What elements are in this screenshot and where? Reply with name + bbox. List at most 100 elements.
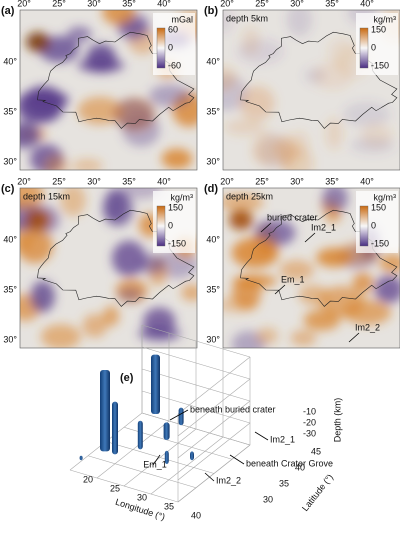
lon-tick-label: 25° (255, 176, 269, 186)
anomaly (148, 84, 192, 108)
lat-tick-label: 35° (3, 284, 17, 294)
latitude-tick-label: 45 (311, 446, 321, 456)
colorbar-tick-label: 150 (371, 24, 386, 34)
anomaly (286, 10, 313, 37)
anomaly (290, 329, 317, 347)
density-body (100, 370, 110, 452)
lat-tick-label: 30° (206, 334, 220, 344)
panel-label: (a) (1, 5, 15, 17)
anomaly (312, 61, 353, 90)
colorbar (359, 27, 369, 69)
annotation-arrow (260, 222, 272, 233)
lon-tick-label: 30° (290, 0, 304, 8)
colorbar-tick-label: 60 (168, 24, 178, 34)
anomaly (120, 188, 162, 199)
box-line (177, 356, 251, 415)
anomaly (77, 96, 123, 125)
anomaly (342, 101, 391, 128)
colorbar-tick-label: -150 (371, 238, 389, 248)
panel-title: depth 15km (23, 191, 70, 201)
anomaly (224, 119, 264, 136)
anomaly (67, 26, 92, 43)
lat-tick-label: 40° (3, 56, 17, 66)
box-line (177, 378, 251, 437)
anomaly (239, 85, 276, 120)
lon-tick-label: 25° (255, 0, 269, 8)
density-body (112, 401, 118, 455)
colorbar-unit: kg/m³ (171, 192, 194, 202)
density-body (164, 450, 169, 464)
colorbar (156, 205, 166, 247)
annotation-arrow (254, 431, 269, 441)
lon-tick-label: 30° (87, 0, 101, 8)
annotation: Im2_1 (270, 434, 295, 444)
map-frame (222, 187, 400, 349)
panel-title: depth 5km (226, 13, 268, 23)
anomaly (374, 275, 400, 304)
density-body (178, 407, 184, 426)
colorbar-unit: kg/m³ (374, 192, 397, 202)
latitude-tick-label: 30 (263, 494, 273, 504)
panel-title: depth 25km (226, 191, 273, 201)
density-body (137, 420, 143, 450)
colorbar-tick-label: -150 (371, 60, 389, 70)
anomaly (256, 327, 279, 345)
anomaly (26, 32, 50, 52)
lon-tick-label: 40° (360, 176, 374, 186)
coastline (37, 31, 195, 129)
anomaly (138, 326, 181, 342)
colorbar-tick-label: 150 (371, 202, 386, 212)
coastline (37, 209, 195, 307)
anomaly (229, 210, 253, 230)
annotation-arrow (229, 454, 245, 465)
box-line (141, 346, 251, 380)
panel-label: (d) (204, 183, 218, 195)
anomaly (114, 97, 156, 132)
lon-tick-label: 30° (290, 176, 304, 186)
annotation: Im2_1 (311, 222, 336, 232)
colorbar-tick-label: 0 (168, 42, 173, 52)
map-panel: 20° 25° 30° 35° 40° 40° 35° 30° (b) depth 5km kg/m… (204, 0, 400, 171)
lat-tick-label: 40° (206, 234, 220, 244)
colorbar-tick-label: 0 (371, 220, 376, 230)
map-panel: 20° 25° 30° 35° 40° 40° 35° 30° (d) depth 25km kg/… (204, 176, 400, 349)
anomaly (20, 89, 63, 124)
annotation: beneath Crater Grove (246, 458, 333, 468)
lat-tick-label: 30° (206, 156, 220, 166)
depth-tick-label: -20 (303, 417, 316, 427)
colorbar-tick-label: 0 (371, 42, 376, 52)
anomaly (322, 188, 349, 213)
anomaly (327, 37, 356, 68)
latitude-label: Latitude (°) (300, 472, 335, 513)
depth-label: Depth (km) (332, 398, 342, 443)
anomaly (236, 38, 284, 64)
anomaly (352, 272, 374, 294)
annotation-arrow (274, 284, 286, 295)
density-body (79, 455, 83, 461)
annotation: Em_1 (143, 459, 167, 469)
anomaly (118, 287, 143, 302)
anomaly (139, 254, 164, 275)
longitude-tick-label: 20 (83, 474, 93, 484)
lat-tick-label: 40° (3, 234, 17, 244)
anomaly (350, 136, 395, 154)
coastline (240, 209, 398, 307)
lat-tick-label: 40° (206, 56, 220, 66)
annotation-arrow (348, 332, 360, 343)
annotation: buried crater (267, 212, 318, 222)
anomaly (26, 210, 50, 230)
annotation: Im2_2 (355, 322, 380, 332)
anomaly (102, 191, 134, 227)
depth-tick-label: -10 (303, 406, 316, 416)
anomaly (20, 122, 41, 149)
lat-tick-label: 35° (206, 284, 220, 294)
anomaly (82, 313, 108, 338)
lon-tick-label: 25° (52, 176, 66, 186)
lon-tick-label: 25° (52, 0, 66, 8)
panel-label: (e) (120, 372, 134, 384)
map-frame (19, 187, 198, 349)
lat-tick-label: 35° (3, 106, 17, 116)
